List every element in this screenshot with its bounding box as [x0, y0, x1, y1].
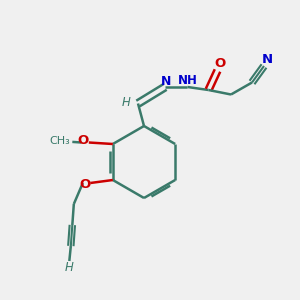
Text: H: H [122, 95, 131, 109]
Text: O: O [214, 57, 226, 70]
Text: H: H [64, 261, 73, 274]
Text: N: N [160, 75, 171, 88]
Text: O: O [78, 134, 89, 148]
Text: CH₃: CH₃ [49, 136, 70, 146]
Text: N: N [262, 53, 273, 67]
Text: NH: NH [178, 74, 198, 88]
Text: O: O [79, 178, 91, 191]
